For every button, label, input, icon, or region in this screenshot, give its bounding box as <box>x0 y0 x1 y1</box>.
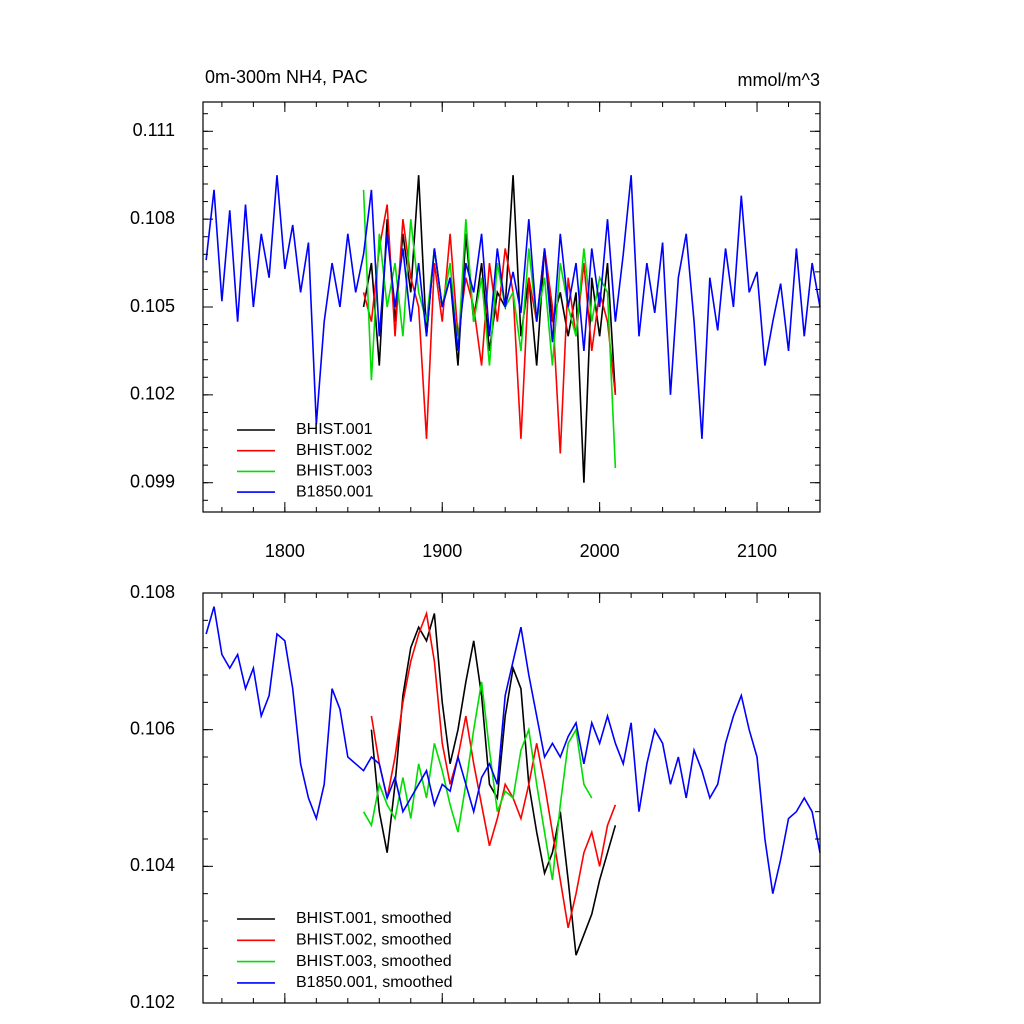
unit-label: mmol/m^3 <box>738 70 820 90</box>
data-line <box>370 610 617 929</box>
data-line <box>362 681 593 881</box>
data-line <box>370 613 617 956</box>
x-tick-label: 1900 <box>422 541 462 561</box>
y-tick-label: 0.102 <box>130 384 175 404</box>
x-tick-label: 1800 <box>265 541 305 561</box>
data-line <box>362 189 617 469</box>
x-tick-label: 2100 <box>737 541 777 561</box>
plot-frame <box>202 592 821 1004</box>
legend-label: BHIST.002 <box>296 442 373 459</box>
legend-label: BHIST.002, smoothed <box>296 932 452 949</box>
data-line <box>362 204 617 454</box>
y-tick-label: 0.104 <box>130 855 175 875</box>
data-line <box>205 175 821 439</box>
y-tick-label: 0.102 <box>130 992 175 1012</box>
x-tick-label: 2000 <box>580 541 620 561</box>
y-tick-label: 0.108 <box>130 208 175 228</box>
y-tick-label: 0.108 <box>130 582 175 602</box>
legend-label: BHIST.003, smoothed <box>296 953 452 970</box>
legend-label: BHIST.003 <box>296 463 373 480</box>
y-tick-label: 0.111 <box>133 120 175 140</box>
data-line <box>362 175 617 483</box>
legend-label: BHIST.001 <box>296 421 373 438</box>
y-tick-label: 0.099 <box>130 471 175 491</box>
legend-label: B1850.001 <box>296 483 374 500</box>
chart-title: 0m-300m NH4, PAC <box>205 67 368 87</box>
y-tick-label: 0.105 <box>130 296 175 316</box>
data-line <box>205 606 821 894</box>
legend-label: BHIST.001, smoothed <box>296 910 452 927</box>
y-tick-label: 0.106 <box>130 718 175 738</box>
legend-label: B1850.001, smoothed <box>296 974 453 991</box>
